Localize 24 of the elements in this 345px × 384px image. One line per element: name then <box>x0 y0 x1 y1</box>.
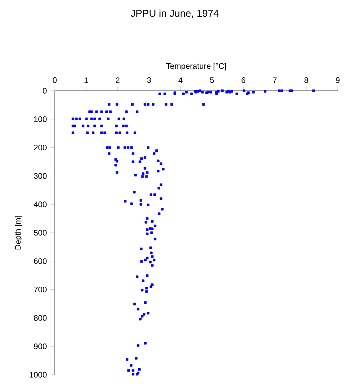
y-tick-label: 0 <box>43 88 47 94</box>
x-tick-label: 8 <box>304 78 308 84</box>
x-tick-label: 0 <box>53 78 57 84</box>
y-tick-label: 600 <box>34 258 47 264</box>
x-tick-label: 1 <box>84 78 88 84</box>
x-tick-label: 2 <box>116 78 120 84</box>
chart-title: JPPU in June, 1974 <box>130 10 219 18</box>
y-tick-label: 400 <box>34 202 47 208</box>
y-tick-label: 100 <box>34 116 47 122</box>
y-axis-title: Depth [m] <box>15 216 23 250</box>
y-tick-label: 800 <box>34 315 47 322</box>
y-tick-label: 500 <box>34 230 47 236</box>
y-tick-label: 200 <box>34 144 47 151</box>
x-tick-label: 5 <box>210 78 214 84</box>
y-tick-label: 900 <box>34 344 47 350</box>
x-tick-label: 4 <box>178 78 183 84</box>
x-axis-title: Temperature [°C] <box>166 63 226 71</box>
y-tick-label: 700 <box>34 286 47 293</box>
y-tick-label: 300 <box>34 173 47 180</box>
x-tick-label: 3 <box>147 78 152 84</box>
x-tick-label: 6 <box>242 78 246 84</box>
x-tick-label: 9 <box>336 78 340 84</box>
x-tick-label: 7 <box>273 78 277 84</box>
y-tick-label: 1000 <box>30 372 47 378</box>
